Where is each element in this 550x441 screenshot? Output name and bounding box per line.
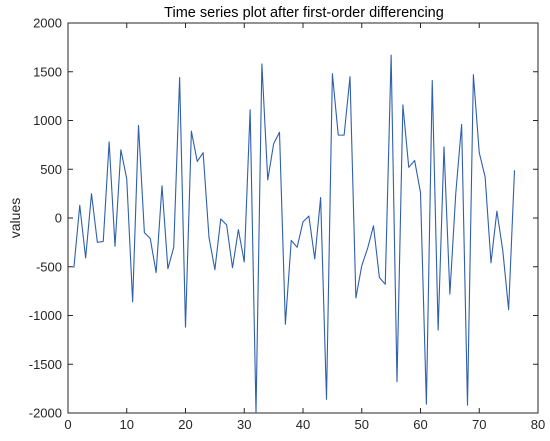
y-tick-label: -2000 xyxy=(29,406,62,421)
y-tick-label: 1000 xyxy=(33,113,62,128)
x-tick-label: 50 xyxy=(355,417,369,432)
x-tick-label: 70 xyxy=(472,417,486,432)
x-tick-label: 80 xyxy=(531,417,545,432)
y-tick-label: 2000 xyxy=(33,16,62,31)
y-tick-label: 0 xyxy=(55,211,62,226)
axis-tick-labels: 0 10 20 30 40 50 60 70 80 -2000 -1500 -1000 -500 0 500… xyxy=(29,16,545,433)
y-axis-label: values xyxy=(7,198,23,238)
series-layer xyxy=(73,54,516,414)
y-tick-label: -1000 xyxy=(29,308,62,323)
x-tick-label: 20 xyxy=(178,417,192,432)
axis-ticks xyxy=(67,22,539,414)
x-tick-label: 30 xyxy=(237,417,251,432)
x-tick-label: 0 xyxy=(64,417,71,432)
series-line-1 xyxy=(73,54,516,414)
y-tick-label: -1500 xyxy=(29,357,62,372)
x-tick-label: 10 xyxy=(120,417,134,432)
x-tick-label: 60 xyxy=(413,417,427,432)
chart-title: Time series plot after first-order diffe… xyxy=(164,5,444,21)
y-tick-label: -500 xyxy=(36,259,62,274)
y-tick-label: 1500 xyxy=(33,64,62,79)
y-tick-label: 500 xyxy=(40,162,62,177)
x-tick-label: 40 xyxy=(296,417,310,432)
